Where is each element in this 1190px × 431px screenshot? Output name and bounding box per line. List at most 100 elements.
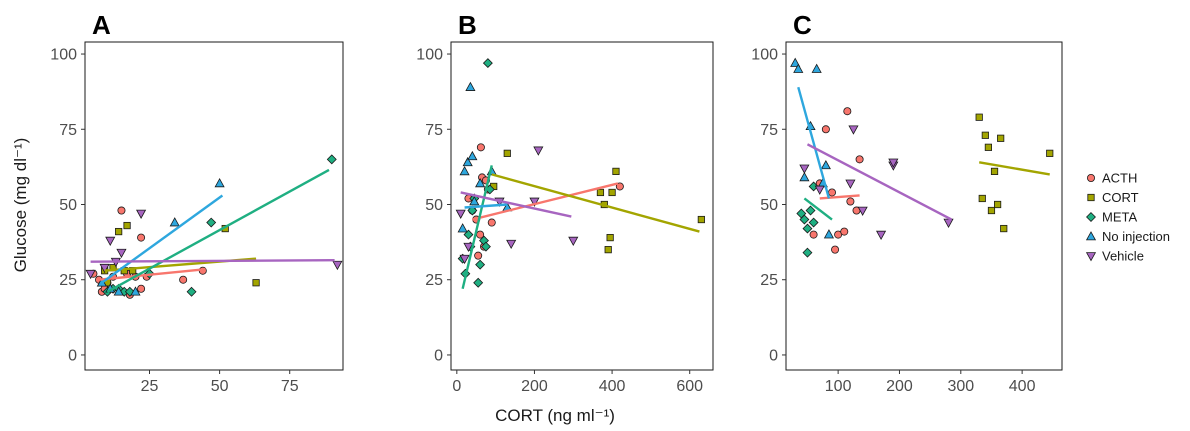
x-tick-label: 25 [141,378,159,395]
y-tick-label: 25 [59,272,77,289]
point-vehicle [857,206,868,216]
fit-line-cort [978,161,1050,176]
x-tick-label: 200 [521,378,548,395]
x-tick-label: 200 [886,378,913,395]
point-cort [997,134,1005,142]
point-cort [252,279,260,287]
fit-line-acth [819,194,860,200]
y-tick-label: 0 [434,347,443,364]
point-cort [608,188,616,197]
point-meta [808,217,819,228]
plot-frame [84,41,344,371]
point-meta [805,205,816,216]
x-tick-label: 400 [599,378,626,395]
point-meta [802,223,813,234]
panel-letter: C [793,10,812,40]
y-tick-label: 75 [425,122,443,139]
panels: A 0 25 50 75 100 25 50 75 B 0 25 50 75 100 0 200 400 600 C 0… [50,10,1063,395]
point-cort [994,200,1002,209]
y-tick-label: 25 [425,272,443,289]
point-meta [326,154,337,165]
point-acth [843,107,852,116]
legend-key-vehicle [1085,252,1097,262]
legend-item-no-injection: No injection [1085,229,1170,244]
legend: ACTH CORT META No injection Vehicle [1085,171,1170,264]
legend-key-meta [1086,212,1096,222]
point-vehicle [332,260,343,271]
point-meta [124,286,135,297]
point-no-injection [475,178,486,188]
point-acth [117,206,126,215]
y-tick-label: 25 [760,272,778,289]
point-acth [474,251,483,260]
y-tick-label: 75 [760,122,778,139]
point-cort [1046,149,1054,157]
fit-line-vehicle [460,191,572,218]
point-vehicle [463,242,474,253]
panel-letter: B [458,10,477,40]
panel-b: B 0 25 50 75 100 0 200 400 600 [416,10,714,395]
x-tick-label: 75 [281,378,299,395]
point-no-injection [214,178,225,188]
series-acth [464,143,624,260]
point-acth [846,197,855,206]
y-tick-label: 0 [769,347,778,364]
point-meta [480,241,491,252]
point-vehicle [85,269,96,280]
point-meta [482,58,493,69]
point-vehicle [568,236,579,247]
point-acth [809,230,818,239]
point-cort [612,167,620,175]
point-acth [855,155,864,164]
point-cort [981,131,989,139]
fit-line-cort [491,173,700,233]
point-vehicle [99,263,110,274]
point-acth [615,182,624,191]
point-vehicle [943,218,954,228]
legend-key-no-injection [1085,231,1097,241]
fit-line-vehicle [90,258,335,263]
x-tick-label: 50 [211,378,229,395]
panel-a: A 0 25 50 75 100 25 50 75 [50,10,344,395]
panel-letter: A [92,10,111,40]
point-cort [990,167,999,175]
series-cort [101,221,260,287]
point-acth [137,233,146,242]
x-tick-label: 600 [676,378,703,395]
legend-label: No injection [1102,229,1170,244]
x-axis-title: CORT (ng ml⁻¹) [495,406,615,425]
legend-item-cort: CORT [1087,190,1139,205]
point-meta [808,181,819,192]
point-cort [503,149,511,157]
point-cort [984,143,993,151]
point-no-injection [823,229,835,239]
point-meta [206,217,217,228]
point-vehicle [105,236,116,247]
point-acth [476,143,485,152]
fit-line-no-injection [464,203,508,209]
point-no-injection [811,63,822,73]
point-meta [475,259,486,270]
point-acth [137,284,146,293]
point-acth [831,245,840,254]
point-no-injection [459,165,470,176]
fit-line-vehicle [806,143,953,221]
point-acth [487,218,496,227]
series-meta [796,181,819,258]
point-vehicle [888,158,899,168]
point-cort [978,194,986,203]
point-vehicle [506,239,517,250]
point-cort [115,227,123,236]
point-meta [186,286,197,297]
fit-line-acth [98,267,206,281]
point-no-injection [790,57,801,67]
point-no-injection [169,217,180,227]
point-acth [179,275,188,284]
legend-key-acth [1087,173,1096,182]
point-acth [828,188,837,197]
legend-item-acth: ACTH [1087,171,1137,186]
point-cort [606,233,614,242]
x-tick-label: 300 [947,378,974,395]
point-cort [1000,224,1008,233]
legend-item-vehicle: Vehicle [1085,249,1144,264]
